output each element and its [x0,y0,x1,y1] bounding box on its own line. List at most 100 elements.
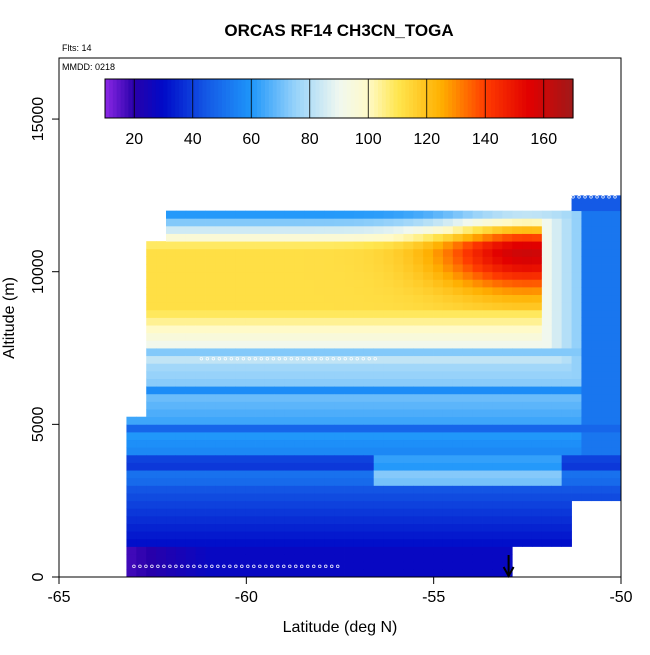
sample-marker [271,357,275,361]
heatmap-cell [324,241,335,250]
heatmap-cell [482,363,493,372]
heatmap-cell [561,508,572,517]
heatmap-cell [314,309,325,318]
colorbar-segment [339,79,344,118]
heatmap-cell [215,500,226,509]
heatmap-cell [581,493,592,502]
heatmap-cell [185,454,197,463]
heatmap-cell [294,546,305,555]
heatmap-cell [205,477,216,486]
heatmap-cell [294,439,305,448]
heatmap-cell [185,386,197,395]
heatmap-cell [522,447,533,456]
sample-marker [601,195,605,199]
heatmap-cell [264,409,276,418]
heatmap-cell [611,393,622,402]
heatmap-cell [314,409,325,418]
sample-marker [246,564,250,568]
heatmap-cell [522,332,533,341]
heatmap-cell [601,241,612,250]
heatmap-cell [334,233,345,242]
heatmap-cell [492,317,503,326]
heatmap-cell [195,477,206,486]
heatmap-cell [522,302,533,311]
heatmap-cell [245,485,256,494]
heatmap-cell [215,279,226,288]
heatmap-cell [274,317,286,326]
heatmap-cell [551,309,563,318]
heatmap-cell [136,439,147,448]
heatmap-cell [146,348,157,357]
heatmap-cell [304,225,315,234]
colorbar-segment [514,79,519,118]
heatmap-cell [166,332,177,341]
heatmap-cell [492,233,503,242]
heatmap-cell [344,416,355,425]
heatmap-cell [334,508,345,517]
heatmap-cell [393,554,404,563]
heatmap-cell [344,317,355,326]
heatmap-cell [561,264,572,273]
heatmap-cell [274,508,286,517]
heatmap-cell [601,401,612,410]
heatmap-cell [482,348,493,357]
heatmap-cell [522,493,533,502]
heatmap-cell [205,462,216,471]
heatmap-cell [353,531,365,540]
sample-marker [559,195,563,199]
heatmap-cell [156,393,167,402]
heatmap-cell [334,378,345,387]
heatmap-cell [255,447,266,456]
heatmap-cell [462,493,474,502]
heatmap-cell [304,447,315,456]
heatmap-cell [591,447,602,456]
heatmap-cell [166,248,177,257]
heatmap-cell [502,424,513,433]
heatmap-cell [472,233,483,242]
heatmap-cell [195,317,206,326]
colorbar-segment [553,79,558,118]
heatmap-cell [215,531,226,540]
heatmap-cell [423,325,434,334]
heatmap-cell [541,332,553,341]
heatmap-cell [304,493,315,502]
heatmap-cell [472,286,483,296]
heatmap-cell [215,294,226,303]
heatmap-cell [383,416,394,425]
heatmap-cell [314,424,325,433]
heatmap-cell [591,241,602,250]
heatmap-cell [591,355,602,364]
heatmap-cell [166,309,177,318]
heatmap-cell [324,462,335,471]
heatmap-cell [522,225,533,234]
heatmap-cell [452,523,464,532]
heatmap-cell [601,416,612,425]
heatmap-cell [452,401,464,410]
heatmap-cell [413,370,424,379]
heatmap-cell [423,340,434,349]
heatmap-cell [274,401,286,410]
heatmap-cell [383,340,394,349]
heatmap-cell [423,248,434,257]
heatmap-cell [324,225,335,234]
heatmap-cell [363,370,375,379]
heatmap-cell [502,332,513,341]
heatmap-cell [175,439,187,448]
heatmap-cell [531,294,543,303]
heatmap-cell [353,332,365,341]
heatmap-cell [344,325,355,334]
heatmap-cell [423,546,434,555]
heatmap-cell [531,309,543,318]
heatmap-cell [215,493,226,502]
heatmap-cell [195,485,206,494]
heatmap-cell [512,523,523,532]
heatmap-cell [314,241,325,250]
heatmap-cell [561,363,572,372]
heatmap-cell [571,218,582,227]
heatmap-cell [442,271,454,280]
heatmap-cell [195,554,206,563]
heatmap-cell [245,508,256,517]
heatmap-cell [492,569,503,578]
sample-marker [265,357,269,361]
sample-marker [302,204,306,208]
